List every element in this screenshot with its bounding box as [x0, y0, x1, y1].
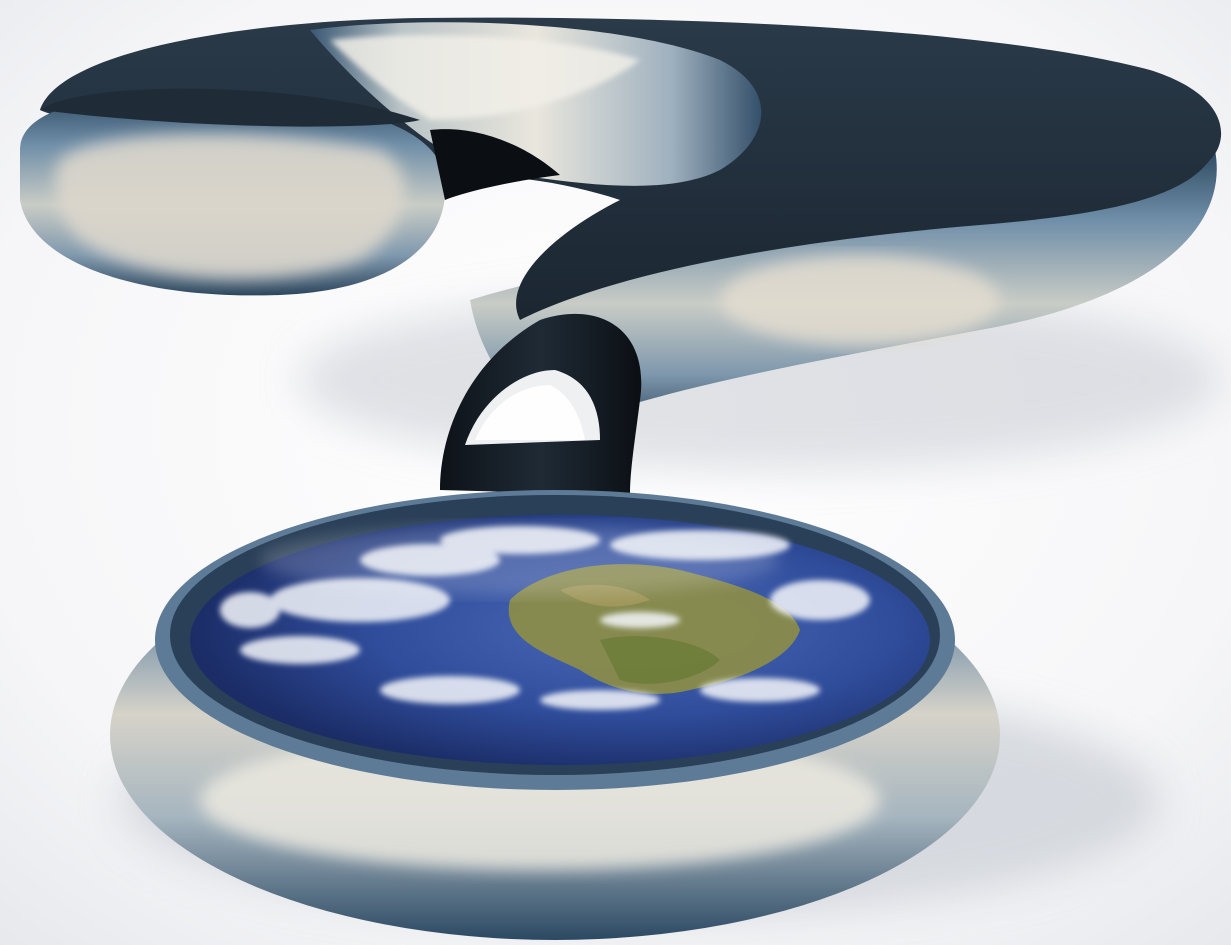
curl-highlight [720, 255, 1000, 345]
earth-globe-icon [110, 490, 1000, 940]
question-mark-icon [20, 17, 1222, 495]
curl-gap [430, 129, 560, 200]
